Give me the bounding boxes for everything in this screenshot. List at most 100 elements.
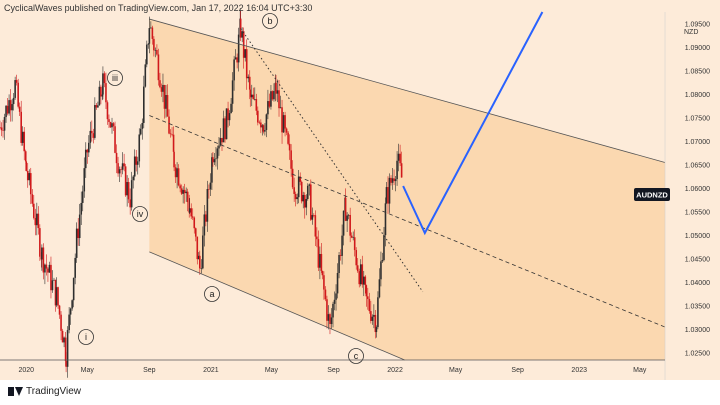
candle-body bbox=[97, 105, 99, 108]
candle-body bbox=[94, 105, 96, 138]
candle-body bbox=[237, 34, 240, 63]
candle-body bbox=[21, 131, 24, 143]
candle-body bbox=[219, 137, 222, 146]
candle-body bbox=[248, 76, 251, 90]
candle-body bbox=[347, 214, 350, 216]
candle-body bbox=[117, 163, 119, 174]
candle-body bbox=[91, 130, 93, 134]
candle-body bbox=[373, 314, 375, 317]
price-tick-label: 1.04000 bbox=[685, 280, 710, 287]
candle-body bbox=[154, 50, 157, 51]
candle-body bbox=[317, 239, 320, 268]
wave-label: iii bbox=[112, 73, 118, 83]
candle-body bbox=[218, 145, 220, 149]
candle-body bbox=[136, 161, 139, 165]
candle-body bbox=[355, 250, 358, 266]
candle-body bbox=[39, 228, 41, 257]
candle-body bbox=[142, 86, 145, 123]
candle-body bbox=[364, 276, 367, 286]
candle-body bbox=[316, 236, 318, 240]
candle-body bbox=[100, 86, 102, 97]
candle-body bbox=[231, 80, 234, 104]
candle-body bbox=[264, 129, 266, 132]
wave-label-circle bbox=[262, 13, 278, 29]
time-axis[interactable]: 2020 May Sep 2021 May Sep 2022 May Sep 2023 May bbox=[18, 367, 646, 374]
candle-body bbox=[162, 84, 164, 92]
candle-body bbox=[17, 82, 19, 107]
channel-fill bbox=[149, 19, 665, 361]
time-tick-label: 2022 bbox=[387, 367, 403, 374]
candle-body bbox=[26, 170, 29, 181]
price-tick-label: 1.03000 bbox=[685, 327, 710, 334]
candle-body bbox=[299, 176, 302, 182]
candle-body bbox=[314, 215, 317, 237]
price-unit: NZD bbox=[684, 29, 698, 36]
candle-body bbox=[89, 130, 92, 143]
candle-body bbox=[65, 361, 67, 367]
candle-body bbox=[268, 101, 271, 107]
candle-body bbox=[293, 187, 295, 194]
candle-body bbox=[48, 264, 51, 273]
tradingview-brand[interactable]: TradingView bbox=[8, 386, 81, 397]
candle-body bbox=[71, 300, 73, 309]
publisher-line: CyclicalWaves published on TradingView.c… bbox=[4, 3, 313, 13]
candle-body bbox=[174, 167, 177, 178]
wave-label-circle bbox=[204, 286, 220, 302]
candle-body bbox=[0, 127, 3, 131]
candle-body bbox=[294, 193, 297, 200]
candle-body bbox=[302, 194, 305, 202]
candle-body bbox=[53, 279, 55, 281]
candle-body bbox=[72, 277, 75, 301]
candle-body bbox=[383, 235, 385, 260]
candle-body bbox=[188, 202, 191, 213]
candle-body bbox=[157, 54, 160, 81]
candle-body bbox=[203, 214, 206, 236]
candle-body bbox=[153, 38, 155, 51]
candle-body bbox=[165, 95, 167, 109]
candle-body bbox=[228, 113, 231, 121]
candle-body bbox=[400, 163, 403, 178]
price-axis[interactable]: 1.09500 1.09000 1.08500 1.08000 1.07500 1.070… bbox=[685, 21, 710, 357]
projection-path bbox=[402, 11, 544, 236]
candle-body bbox=[273, 90, 275, 100]
candle-body bbox=[222, 118, 225, 143]
price-tick-label: 1.07000 bbox=[685, 139, 710, 146]
candle-body bbox=[102, 73, 104, 95]
candle-body bbox=[6, 105, 9, 114]
candle-body bbox=[247, 76, 250, 79]
candle-body bbox=[2, 130, 4, 131]
candle-body bbox=[385, 187, 388, 204]
price-tick-label: 1.08000 bbox=[685, 92, 710, 99]
candle-body bbox=[182, 189, 184, 194]
candle-body bbox=[244, 49, 247, 58]
candle-body bbox=[206, 189, 209, 222]
candle-body bbox=[126, 182, 128, 196]
candle-body bbox=[171, 134, 173, 135]
candle-body bbox=[310, 184, 312, 220]
candle-body bbox=[92, 133, 95, 138]
time-tick-label: May bbox=[265, 367, 279, 374]
candle-body bbox=[339, 254, 342, 256]
candle-body bbox=[308, 184, 311, 186]
candle-body bbox=[66, 330, 69, 367]
candle-body bbox=[209, 182, 212, 190]
wave-label-circle bbox=[132, 206, 148, 222]
candle-body bbox=[69, 308, 72, 315]
candle-body bbox=[346, 215, 348, 221]
candle-body bbox=[54, 279, 57, 306]
candle-body bbox=[12, 97, 15, 105]
candle-body bbox=[361, 264, 364, 285]
candle-body bbox=[29, 173, 32, 195]
candle-body bbox=[370, 311, 372, 321]
candle-body bbox=[150, 27, 152, 29]
candle-body bbox=[239, 18, 242, 38]
candle-body bbox=[227, 108, 229, 121]
wave-label-circle bbox=[78, 329, 94, 345]
candle-body bbox=[230, 103, 232, 114]
candle-body bbox=[267, 101, 269, 115]
candle-body bbox=[270, 91, 272, 107]
time-tick-label: Sep bbox=[327, 367, 340, 374]
candle-body bbox=[275, 82, 277, 94]
candle-body bbox=[326, 299, 328, 321]
